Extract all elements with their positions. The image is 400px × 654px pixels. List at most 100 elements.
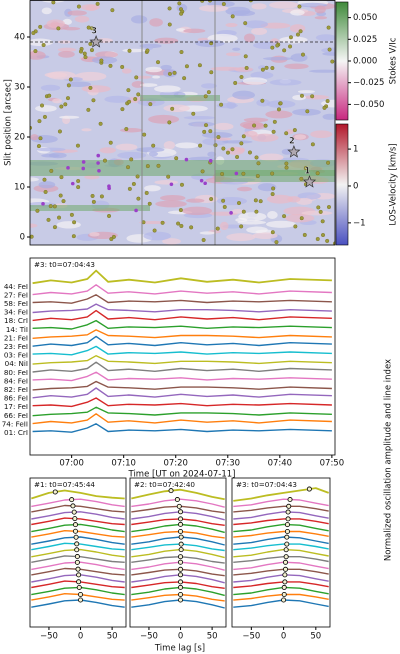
image-texture xyxy=(148,114,180,124)
image-dot xyxy=(256,161,261,166)
series-line xyxy=(233,505,329,513)
image-dot xyxy=(258,199,263,204)
series-line xyxy=(32,355,332,365)
line-label: 34: FeI xyxy=(4,308,28,317)
image-dot xyxy=(204,123,209,128)
x-tick-label: −50 xyxy=(140,632,158,642)
image-band xyxy=(140,95,220,101)
image-dot xyxy=(35,208,40,213)
series-line xyxy=(233,530,329,538)
axes-frame xyxy=(29,0,336,246)
image-dot-purple xyxy=(97,168,101,173)
image-dot xyxy=(76,179,81,184)
image-dot xyxy=(284,131,289,136)
image-dot xyxy=(90,193,95,198)
image-texture xyxy=(154,180,179,185)
series-line xyxy=(131,488,225,501)
peak-marker xyxy=(286,503,292,509)
image-dot xyxy=(160,220,165,225)
series-line xyxy=(233,487,330,502)
x-tick-label: 07:00 xyxy=(59,459,84,469)
image-dot xyxy=(288,35,293,40)
image-texture xyxy=(263,57,293,61)
image-dot xyxy=(144,190,149,195)
image-dot xyxy=(271,129,276,134)
peak-marker xyxy=(168,488,174,494)
peak-marker xyxy=(283,554,289,560)
image-dot xyxy=(303,166,308,171)
image-texture xyxy=(244,33,256,43)
peak-marker xyxy=(76,584,82,590)
image-dot xyxy=(72,220,77,225)
peak-marker xyxy=(178,572,184,578)
image-dot xyxy=(216,135,221,140)
image-dot xyxy=(172,70,177,75)
image-dot xyxy=(220,171,225,176)
image-dot-purple xyxy=(134,208,138,213)
peak-marker xyxy=(283,559,289,565)
image-texture xyxy=(131,81,145,88)
series-line xyxy=(32,387,332,399)
series-line xyxy=(31,548,125,558)
image-dot xyxy=(293,224,298,229)
image-texture xyxy=(207,151,217,158)
image-dot xyxy=(95,1,100,6)
image-texture xyxy=(120,128,143,133)
series-line xyxy=(31,561,125,571)
line-label: 74: FeII xyxy=(2,419,28,428)
image-dot xyxy=(71,234,76,239)
image-dot xyxy=(166,174,171,179)
image-dot xyxy=(58,193,63,198)
peak-marker xyxy=(74,554,80,560)
image-texture xyxy=(232,90,255,100)
image-texture xyxy=(188,121,215,127)
image-texture xyxy=(225,22,238,28)
image-dot xyxy=(69,212,74,217)
image-dot xyxy=(91,199,96,204)
image-dot xyxy=(297,4,302,9)
image-dot xyxy=(145,48,150,53)
peak-marker xyxy=(176,503,182,509)
image-texture xyxy=(57,47,77,52)
image-dot xyxy=(322,105,327,110)
image-dot xyxy=(230,14,235,19)
image-texture xyxy=(139,220,167,225)
image-texture xyxy=(225,52,241,57)
image-dot xyxy=(189,225,194,230)
x-tick-label: 07:30 xyxy=(216,459,241,469)
image-texture xyxy=(38,181,56,189)
marker-label: 3 xyxy=(91,27,97,37)
image-texture xyxy=(231,209,244,214)
image-dot xyxy=(270,66,275,71)
image-dot xyxy=(230,147,235,152)
peak-marker xyxy=(76,579,82,585)
image-texture xyxy=(85,4,98,11)
image-dot xyxy=(320,219,325,224)
peak-marker xyxy=(283,566,289,572)
image-dot xyxy=(326,160,331,165)
star-marker xyxy=(89,35,103,48)
image-dot xyxy=(99,58,104,63)
image-texture xyxy=(232,47,241,51)
image-dot xyxy=(263,123,268,128)
series-line xyxy=(32,345,332,356)
image-dot xyxy=(253,198,258,203)
x-tick-label: 07:50 xyxy=(320,459,345,469)
image-texture xyxy=(145,66,163,73)
image-texture xyxy=(290,9,305,16)
x-tick-label: 50 xyxy=(107,632,118,642)
image-dot xyxy=(43,189,48,194)
image-dot xyxy=(321,233,326,238)
axes-frame xyxy=(129,477,227,628)
image-dot-purple xyxy=(107,186,111,191)
colorbar-tick-label: −1 xyxy=(353,218,366,228)
image-dot xyxy=(278,101,283,106)
image-texture xyxy=(239,121,264,129)
y-tick-label: 10 xyxy=(14,183,25,193)
image-texture xyxy=(152,75,161,79)
image-dot xyxy=(305,109,310,114)
series-line xyxy=(32,371,332,382)
series-line xyxy=(233,574,329,583)
image-dot xyxy=(61,199,66,204)
peak-marker xyxy=(285,516,291,522)
